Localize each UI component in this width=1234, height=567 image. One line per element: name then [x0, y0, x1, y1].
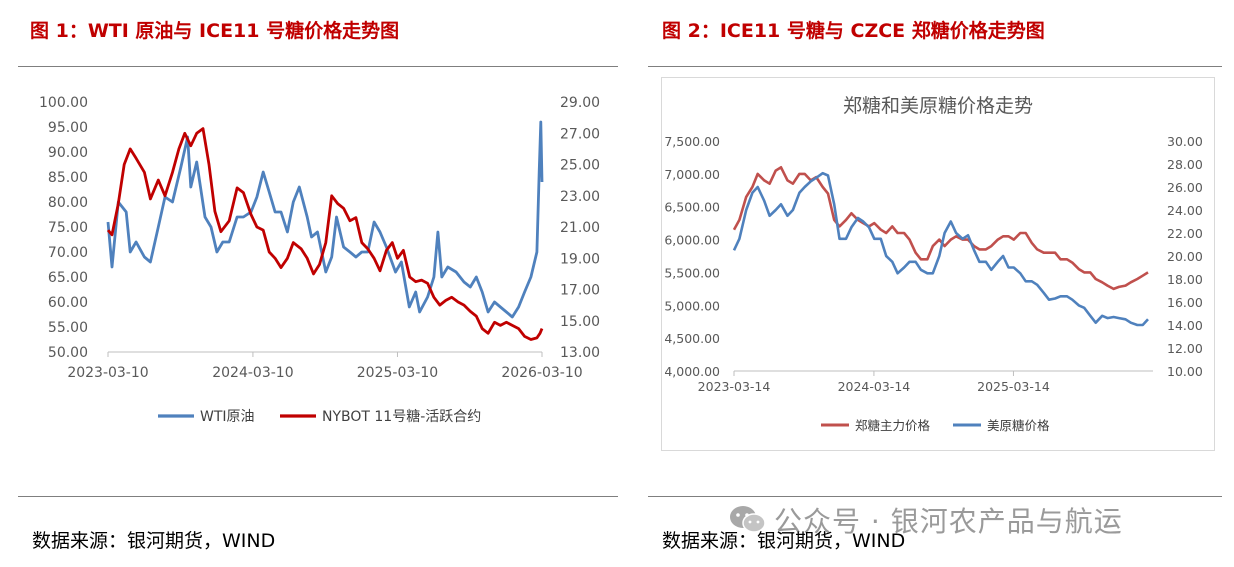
chart-2-frame	[661, 77, 1215, 451]
y-left-tick-label: 65.00	[48, 270, 88, 286]
y-left-tick-label: 100.00	[39, 95, 88, 111]
wechat-icon	[728, 504, 768, 543]
y-right-tick-label: 16.00	[1167, 295, 1203, 310]
figure-1-title: 图 1：WTI 原油与 ICE11 号糖价格走势图	[30, 20, 400, 42]
x-tick-label: 2024-03-14	[838, 379, 911, 394]
y-left-tick-label: 85.00	[48, 170, 88, 186]
y-left-tick-label: 5,000.00	[664, 298, 720, 313]
y-right-tick-label: 12.00	[1167, 341, 1203, 356]
watermark-text: 公众号 · 银河农产品与航运	[774, 505, 1123, 538]
x-tick-label: 2023-03-10	[67, 365, 148, 381]
series-line-left-axis	[106, 120, 544, 319]
figure-2-title: 图 2：ICE11 号糖与 CZCE 郑糖价格走势图	[662, 20, 1045, 42]
series-line-right-axis	[732, 171, 1149, 327]
y-right-tick-label: 18.00	[1167, 272, 1203, 287]
y-left-tick-label: 60.00	[48, 295, 88, 311]
y-right-tick-label: 25.00	[560, 158, 600, 174]
y-right-tick-label: 10.00	[1167, 364, 1203, 379]
y-left-tick-label: 4,000.00	[664, 364, 720, 379]
y-left-tick-label: 6,000.00	[664, 233, 720, 248]
y-left-tick-label: 75.00	[48, 220, 88, 236]
x-tick-label: 2023-03-14	[698, 379, 771, 394]
y-left-tick-label: 6,500.00	[664, 200, 720, 215]
chart-2-title: 郑糖和美原糖价格走势	[843, 95, 1033, 117]
y-right-tick-label: 27.00	[560, 126, 600, 142]
legend-label: 美原糖价格	[987, 418, 1050, 433]
y-right-tick-label: 26.00	[1167, 180, 1203, 195]
y-right-tick-label: 14.00	[1167, 318, 1203, 333]
y-left-tick-label: 90.00	[48, 145, 88, 161]
y-right-tick-label: 30.00	[1167, 134, 1203, 149]
y-left-tick-label: 70.00	[48, 245, 88, 261]
y-right-tick-label: 20.00	[1167, 249, 1203, 264]
y-right-tick-label: 15.00	[560, 314, 600, 330]
y-left-tick-label: 50.00	[48, 345, 88, 361]
figure-2-bottom-rule	[648, 496, 1222, 497]
y-left-tick-label: 4,500.00	[664, 331, 720, 346]
y-right-tick-label: 23.00	[560, 189, 600, 205]
figure-2-source: 数据来源：银河期货，WIND	[662, 530, 906, 552]
x-tick-label: 2025-03-10	[357, 365, 438, 381]
y-left-tick-label: 7,000.00	[664, 167, 720, 182]
y-right-tick-label: 28.00	[1167, 157, 1203, 172]
series-line-right-axis	[106, 127, 544, 341]
x-tick-label: 2026-03-10	[501, 365, 582, 381]
legend-label: 郑糖主力价格	[855, 418, 931, 433]
legend-label: NYBOT 11号糖-活跃合约	[322, 409, 481, 425]
y-left-tick-label: 5,500.00	[664, 265, 720, 280]
y-right-tick-label: 29.00	[560, 95, 600, 111]
chart-2: 郑糖和美原糖价格走势 7,500.00 7,000.00 6,500.00 6,000…	[661, 77, 1215, 451]
x-tick-label: 2024-03-10	[212, 365, 293, 381]
figure-2-top-rule	[648, 66, 1222, 67]
y-right-tick-label: 21.00	[560, 220, 600, 236]
y-left-tick-label: 95.00	[48, 120, 88, 136]
y-left-tick-label: 80.00	[48, 195, 88, 211]
watermark: 公众号 · 银河农产品与航运	[728, 500, 1123, 543]
y-right-tick-label: 24.00	[1167, 203, 1203, 218]
figure-1-top-rule	[18, 66, 618, 67]
figure-1-bottom-rule	[18, 496, 618, 497]
y-left-tick-label: 7,500.00	[664, 134, 720, 149]
y-right-tick-label: 17.00	[560, 283, 600, 299]
figure-1-source: 数据来源：银河期货，WIND	[32, 530, 276, 552]
y-right-tick-label: 19.00	[560, 251, 600, 267]
y-left-tick-label: 55.00	[48, 320, 88, 336]
chart-1: 100.00 95.00 90.00 85.00 80.00 75.00 70.00 65.0…	[39, 95, 600, 425]
y-right-tick-label: 22.00	[1167, 226, 1203, 241]
x-tick-label: 2025-03-14	[977, 379, 1050, 394]
legend-label: WTI原油	[200, 409, 255, 425]
y-right-tick-label: 13.00	[560, 345, 600, 361]
